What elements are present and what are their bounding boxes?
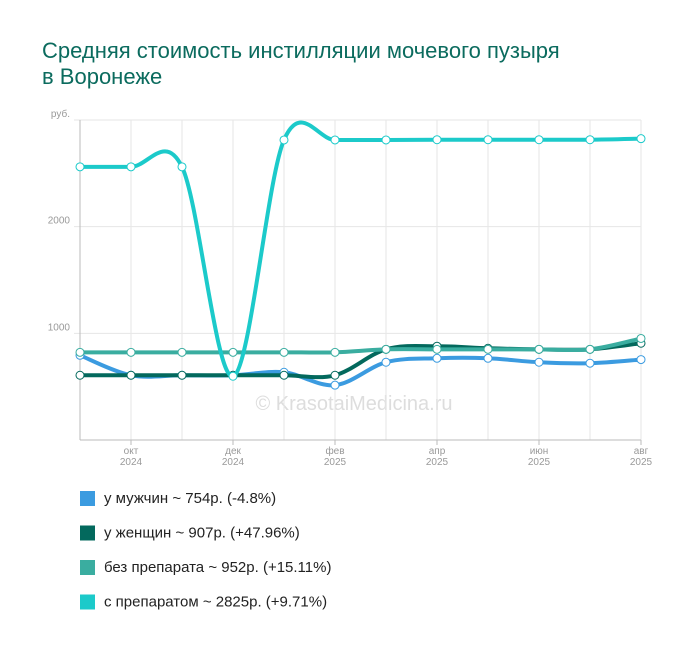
data-point — [636, 333, 646, 343]
data-point — [432, 353, 442, 363]
x-tick-label: июн 2025 — [528, 446, 551, 468]
x-tick-label-line: 2025 — [324, 457, 347, 468]
legend-swatch — [80, 594, 95, 610]
data-point — [534, 344, 544, 354]
chart-title: Средняя стоимость инстилляции мочевого п… — [42, 38, 560, 89]
x-tick-label-line: 2024 — [120, 457, 143, 468]
y-tick-label: руб. — [51, 108, 70, 120]
legend-swatch — [80, 491, 95, 506]
data-point — [330, 347, 340, 357]
data-point — [483, 135, 493, 145]
data-point — [177, 370, 187, 380]
data-point — [585, 358, 595, 368]
legend-label: у мужчин ~ 754р. (-4.8%) — [104, 490, 276, 507]
data-point — [279, 135, 289, 145]
data-point — [636, 134, 646, 144]
data-point — [432, 135, 442, 145]
data-point — [75, 162, 85, 172]
series-line — [79, 353, 642, 388]
x-tick-label-line: апр — [429, 446, 446, 457]
x-tick-label-line: окт — [124, 446, 139, 457]
legend-label: у женщин ~ 907р. (+47.96%) — [104, 524, 300, 541]
data-point — [585, 135, 595, 145]
legend-swatch — [80, 560, 95, 575]
series-line — [80, 120, 642, 379]
x-tick-label-line: дек — [225, 446, 241, 457]
data-point — [381, 135, 391, 145]
legend-label: без препарата ~ 952р. (+15.11%) — [104, 559, 331, 576]
x-tick-label-line: июн — [530, 446, 549, 457]
data-point — [432, 344, 442, 354]
data-point — [330, 135, 340, 145]
watermark: © KrasotaiMedicina.ru — [255, 393, 452, 415]
series-line — [79, 336, 642, 355]
legend-swatch — [80, 525, 95, 541]
data-point — [177, 347, 187, 357]
data-point — [177, 162, 187, 172]
data-point — [330, 380, 340, 390]
data-point — [636, 355, 646, 365]
x-tick-label-line: 2025 — [528, 457, 551, 468]
data-point — [75, 347, 85, 357]
data-point — [330, 370, 340, 380]
x-tick-label-line: авг — [634, 446, 649, 457]
data-point — [126, 370, 136, 380]
data-point — [279, 370, 289, 380]
y-tick-label: 2000 — [48, 216, 71, 227]
y-tick-label: 1000 — [48, 322, 71, 333]
x-tick-label: окт 2024 — [120, 446, 143, 468]
x-tick-label-line: 2024 — [222, 457, 245, 468]
x-tick-label: апр 2025 — [426, 446, 449, 468]
data-point — [534, 135, 544, 145]
x-tick-label: дек 2024 — [222, 446, 245, 468]
data-point — [585, 344, 595, 354]
data-point — [483, 344, 493, 354]
data-point — [483, 353, 493, 363]
data-point — [228, 347, 238, 357]
x-tick-label-line: 2025 — [630, 457, 653, 468]
x-tick-label: фев 2025 — [324, 445, 347, 468]
x-tick-label-line: фев — [325, 445, 344, 457]
data-point — [381, 357, 391, 367]
data-point — [126, 162, 136, 172]
data-point — [534, 357, 544, 367]
legend-label: с препаратом ~ 2825р. (+9.71%) — [104, 593, 327, 610]
data-point — [228, 371, 238, 381]
data-point — [279, 347, 289, 357]
x-tick-label-line: 2025 — [426, 457, 449, 468]
data-point — [381, 344, 391, 354]
data-point — [126, 347, 136, 357]
x-tick-label: авг 2025 — [630, 446, 653, 468]
data-point — [75, 370, 85, 380]
